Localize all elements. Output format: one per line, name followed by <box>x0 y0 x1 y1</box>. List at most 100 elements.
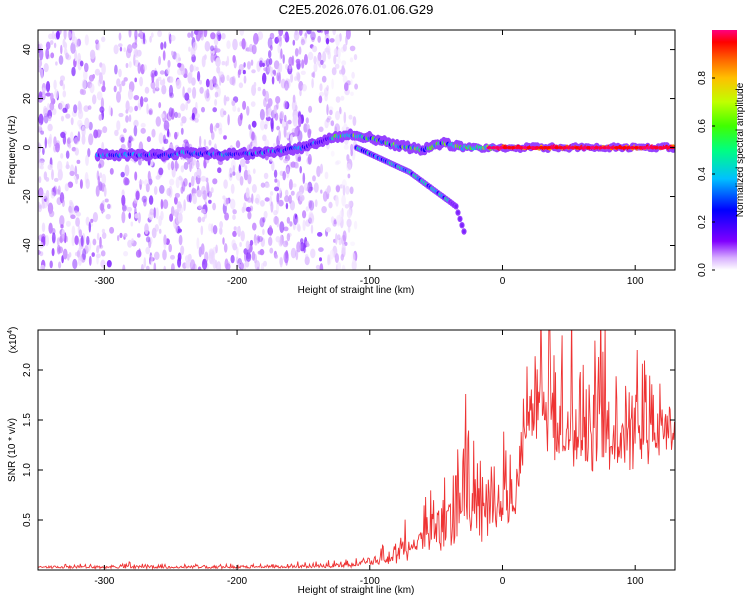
noise-blob <box>354 83 358 90</box>
noise-blob <box>244 260 250 268</box>
noise-blob <box>282 54 285 64</box>
noise-blob <box>200 175 207 182</box>
noise-blob <box>62 248 68 260</box>
noise-blob <box>252 222 257 231</box>
trace-peak <box>622 146 628 150</box>
noise-blob <box>45 235 49 247</box>
noise-blob <box>151 72 155 84</box>
colorbar-tick-label: 0.4 <box>697 167 708 181</box>
noise-blob <box>299 89 302 97</box>
noise-blob <box>349 45 356 52</box>
noise-blob <box>335 233 338 245</box>
noise-blob <box>114 129 119 137</box>
noise-blob <box>339 106 342 115</box>
noise-blob <box>340 253 344 261</box>
noise-blob <box>96 91 103 101</box>
noise-blob <box>181 116 187 124</box>
noise-blob <box>279 187 282 194</box>
noise-blob <box>140 122 146 128</box>
noise-blob <box>247 211 252 220</box>
noise-blob <box>200 225 204 236</box>
noise-blob <box>158 215 162 227</box>
noise-blob <box>219 108 225 118</box>
noise-blob <box>45 41 51 50</box>
noise-blob <box>293 213 298 226</box>
noise-blob <box>69 199 73 206</box>
noise-blob <box>148 108 153 116</box>
noise-blob <box>223 135 227 140</box>
noise-blob <box>245 187 250 199</box>
noise-blob <box>183 199 186 212</box>
noise-blob <box>38 113 44 126</box>
trace-peak <box>630 146 635 150</box>
noise-blob <box>240 230 245 242</box>
noise-blob <box>170 34 176 42</box>
colorbar-tick-label: 0.6 <box>697 119 708 133</box>
noise-blob <box>160 113 165 119</box>
trace-peak <box>586 146 592 150</box>
noise-blob <box>169 178 175 186</box>
noise-blob <box>235 226 241 235</box>
noise-blob <box>326 85 329 92</box>
noise-blob <box>177 62 182 68</box>
noise-blob <box>246 197 253 203</box>
noise-blob <box>177 228 182 233</box>
noise-blob <box>62 83 66 91</box>
noise-blob <box>299 191 303 197</box>
noise-blob <box>143 257 147 269</box>
noise-blob <box>301 84 307 92</box>
noise-blob <box>162 249 167 261</box>
noise-blob <box>265 116 271 122</box>
noise-blob <box>126 44 133 54</box>
trace-peak <box>610 146 616 150</box>
noise-blob <box>335 34 341 47</box>
noise-blob <box>191 54 196 63</box>
noise-blob <box>327 254 330 266</box>
noise-blob <box>231 239 236 248</box>
noise-blob <box>232 242 238 251</box>
noise-blob <box>163 234 167 245</box>
noise-blob <box>262 72 267 85</box>
noise-blob <box>321 206 327 214</box>
noise-blob <box>189 160 192 173</box>
noise-blob <box>282 34 286 39</box>
noise-blob <box>73 210 79 215</box>
noise-blob <box>283 100 288 110</box>
noise-blob <box>239 176 244 186</box>
noise-blob <box>150 254 153 266</box>
noise-blob <box>335 96 341 103</box>
noise-blob <box>198 204 203 210</box>
noise-blob <box>339 210 344 221</box>
noise-blob <box>246 61 251 70</box>
noise-blob <box>116 120 121 131</box>
x-tick-label: 100 <box>627 576 644 587</box>
noise-blob <box>322 191 328 202</box>
noise-blob <box>188 193 192 203</box>
noise-blob <box>279 257 283 268</box>
noise-blob <box>232 105 237 112</box>
noise-blob <box>212 178 218 185</box>
noise-blob <box>308 211 314 224</box>
noise-blob <box>299 185 305 195</box>
noise-blob <box>187 87 192 94</box>
noise-blob <box>51 232 56 244</box>
trace-peak <box>657 146 663 150</box>
noise-blob <box>245 159 250 164</box>
noise-blob <box>348 114 353 120</box>
noise-blob <box>148 175 153 186</box>
noise-blob <box>219 221 224 229</box>
noise-blob <box>292 183 297 188</box>
noise-blob <box>347 173 351 179</box>
noise-blob <box>235 170 242 181</box>
noise-blob <box>316 165 321 178</box>
noise-blob <box>271 76 275 85</box>
noise-blob <box>344 204 350 209</box>
noise-blob <box>104 198 109 203</box>
noise-blob <box>134 105 139 112</box>
noise-blob <box>122 205 127 212</box>
noise-blob <box>57 160 63 173</box>
noise-blob <box>263 67 268 72</box>
noise-blob <box>38 59 43 68</box>
noise-blob <box>217 30 221 36</box>
